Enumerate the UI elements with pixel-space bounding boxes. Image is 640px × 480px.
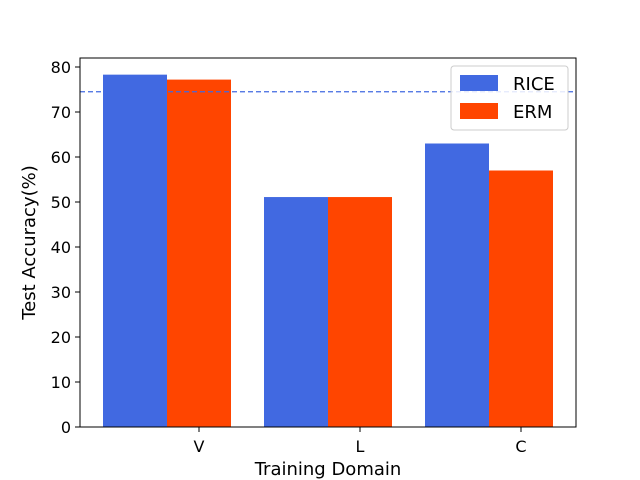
y-tick-label: 0 xyxy=(61,418,71,437)
axes-frame xyxy=(79,57,577,428)
y-tick-label: 70 xyxy=(51,103,71,122)
y-tick-label: 30 xyxy=(51,283,71,302)
legend-label-erm: ERM xyxy=(513,102,552,123)
y-axis-label: Test Accuracy(%) xyxy=(19,165,40,321)
bar-erm-l xyxy=(328,197,392,427)
bar-rice-l xyxy=(264,197,328,427)
bar-erm-v xyxy=(167,79,231,427)
axes-group xyxy=(79,57,577,428)
bar-rice-c xyxy=(425,143,489,427)
bar-erm-c xyxy=(489,170,553,427)
y-tick-label: 60 xyxy=(51,148,71,167)
legend: RICE ERM xyxy=(450,65,569,131)
x-tick-label: C xyxy=(515,437,526,456)
legend-swatch-erm xyxy=(460,103,498,119)
bar-rice-v xyxy=(103,74,167,428)
x-tick-label: L xyxy=(356,437,365,456)
x-axis-label: Training Domain xyxy=(254,459,402,480)
y-tick-label: 40 xyxy=(51,238,71,257)
legend-swatch-rice xyxy=(460,75,498,91)
bars-group xyxy=(103,74,553,428)
y-tick-label: 80 xyxy=(51,58,71,77)
y-tick-label: 10 xyxy=(51,373,71,392)
y-tick-label: 50 xyxy=(51,193,71,212)
x-tick-label: V xyxy=(194,437,205,456)
legend-label-rice: RICE xyxy=(513,74,555,95)
y-ticks-group: 0 10 20 30 40 50 60 70 80 xyxy=(51,58,80,437)
y-tick-label: 20 xyxy=(51,328,71,347)
